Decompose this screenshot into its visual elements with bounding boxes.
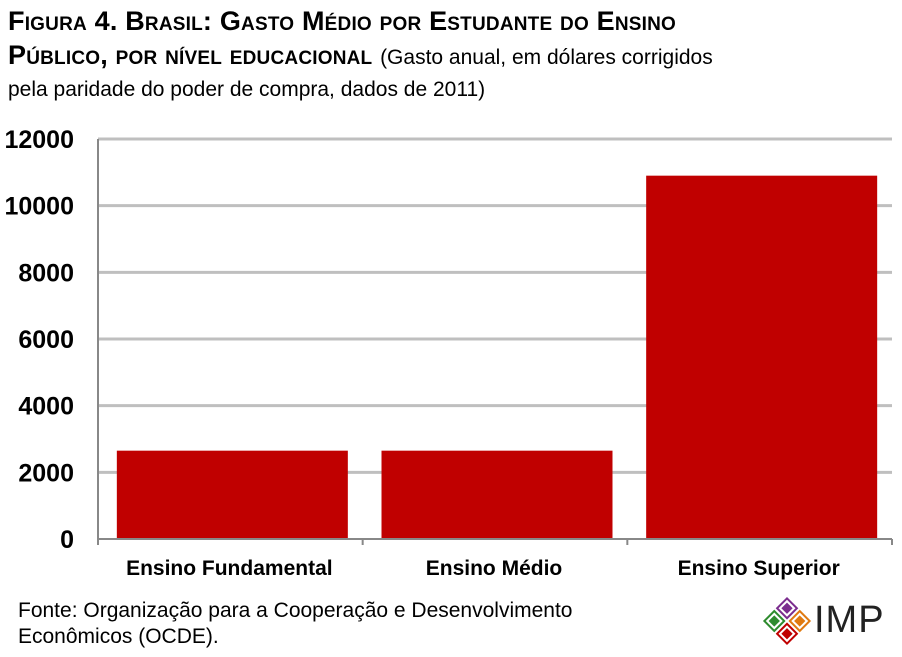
x-tick-label: Ensino Superior: [678, 557, 840, 580]
imp-logo-icon: [762, 596, 812, 646]
logo-fill-orange: [794, 615, 806, 627]
logo-fill-green: [768, 615, 780, 627]
bar-chart: 0 2000 4000 6000 8000 10000 12000 Ensino Fundam…: [4, 126, 893, 580]
logo-fill-purple: [781, 602, 793, 614]
logo-fill-red: [781, 628, 793, 640]
logo-square-purple: [775, 596, 799, 620]
source-note: Fonte: Organização para a Cooperação e D…: [18, 598, 573, 650]
bar: [116, 450, 348, 539]
logo-square-green: [762, 609, 786, 633]
chart-title-line-1: Figura 4. Brasil: Gasto Médio por Estuda…: [8, 6, 677, 36]
chart-subtitle-part-1: (Gasto anual, em dólares corrigidos: [380, 46, 713, 69]
y-tick-label: 10000: [4, 193, 74, 221]
x-tick-label: Ensino Fundamental: [126, 557, 333, 580]
y-tick-label: 4000: [18, 393, 74, 421]
y-tick-label: 2000: [18, 459, 74, 487]
bar: [381, 450, 613, 539]
y-tick-label: 0: [60, 526, 74, 554]
chart-subtitle-part-2: pela paridade do poder de compra, dados …: [8, 78, 486, 101]
source-note-line-2: Econômicos (OCDE).: [18, 625, 219, 648]
imp-logo: IMP: [762, 596, 892, 646]
y-tick-label: 8000: [18, 259, 74, 287]
y-tick-label: 6000: [18, 326, 74, 354]
source-note-line-1: Fonte: Organização para a Cooperação e D…: [18, 599, 573, 622]
x-tick-label: Ensino Médio: [426, 557, 563, 580]
chart-title-line-2-text: Público, por nível educacional: [8, 40, 373, 70]
chart-title-block: Figura 4. Brasil: Gasto Médio por Estuda…: [8, 4, 888, 105]
bar: [646, 175, 878, 539]
logo-square-orange: [788, 609, 812, 633]
chart-title-line-2: Público, por nível educacional (Gasto an…: [8, 38, 888, 75]
y-tick-label: 12000: [4, 126, 74, 154]
logo-text: IMP: [814, 599, 885, 641]
logo-square-red: [775, 622, 799, 646]
